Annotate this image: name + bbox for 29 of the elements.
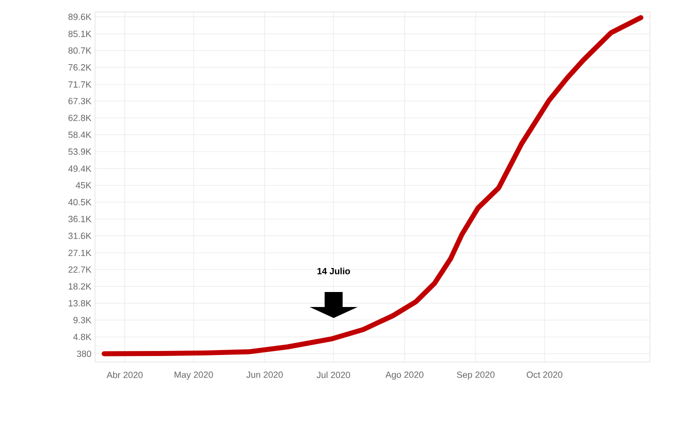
y-tick-label: 49.4K [68,166,92,172]
y-tick-label: 36.1K [68,216,92,222]
y-tick-label: 18.2K [68,283,92,290]
x-tick-label: Oct 2020 [526,372,562,378]
y-tick-label: 31.6K [68,232,92,240]
y-tick-label: 27.1K [68,250,92,256]
y-tick-label: 4.8K [73,334,92,340]
x-tick-label: Sep 2020 [456,372,495,380]
y-tick-label: 89.6K [68,14,92,20]
annotation: 14 Julio [318,268,350,274]
y-tick-label: 71.7K [68,81,92,88]
y-tick-label: 76.2K [68,64,92,71]
x-tick-label: Abr 2020 [106,372,143,378]
y-tick-label: 13.8K [68,300,92,306]
y-tick-label: 40.5K [68,198,92,206]
x-tick-label: Jul 2020 [316,372,350,378]
y-tick-label: 53.9K [68,148,92,155]
y-tick-label: 67.3K [68,98,92,104]
x-tick-label: Jun 2020 [246,372,283,378]
y-tick-label: 62.8K [68,114,92,122]
y-tick-label: 85.1K [68,30,92,38]
x-tick-label: May 2020 [174,372,213,380]
y-tick-label: 80.7K [68,47,92,54]
y-tick-label: 22.7K [68,266,92,273]
x-tick-label: Ago 2020 [385,372,424,380]
y-tick-label: 45K [76,182,92,188]
y-tick-label: 58.4K [68,132,92,138]
y-tick-label: 9.3K [73,316,92,324]
y-tick-label: 380 [76,350,92,357]
